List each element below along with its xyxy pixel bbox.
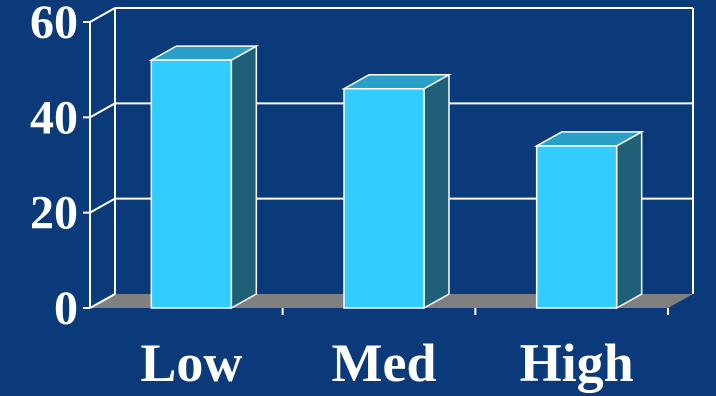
bar-side: [423, 73, 450, 310]
bar-low: [148, 44, 260, 310]
bar-front: [343, 87, 425, 309]
bar-front: [150, 59, 233, 309]
bar-high: [533, 130, 645, 310]
bar-side: [615, 130, 643, 310]
wall-diagonal-60: [89, 7, 116, 23]
y-tick-label-60: 60: [30, 0, 78, 49]
y-tick-label-0: 0: [54, 282, 78, 335]
bars: [148, 44, 645, 310]
x-tick-label-med: Med: [332, 333, 437, 393]
bar-front: [535, 145, 618, 309]
bar-side: [230, 44, 258, 310]
x-tick-label-low: Low: [140, 333, 242, 393]
y-tick-label-40: 40: [30, 91, 78, 144]
wall-diagonal-0: [89, 293, 116, 309]
y-tick-label-20: 20: [30, 187, 78, 240]
y-tick-labels: 0 20 40 60: [30, 0, 78, 335]
x-tick-labels: Low Med High: [140, 333, 633, 393]
wall-diagonal-20: [89, 197, 116, 214]
x-tick-label-high: High: [520, 333, 634, 393]
y-axis: [83, 21, 669, 315]
bar-med: [341, 73, 452, 310]
wall-diagonal-40: [89, 102, 116, 119]
